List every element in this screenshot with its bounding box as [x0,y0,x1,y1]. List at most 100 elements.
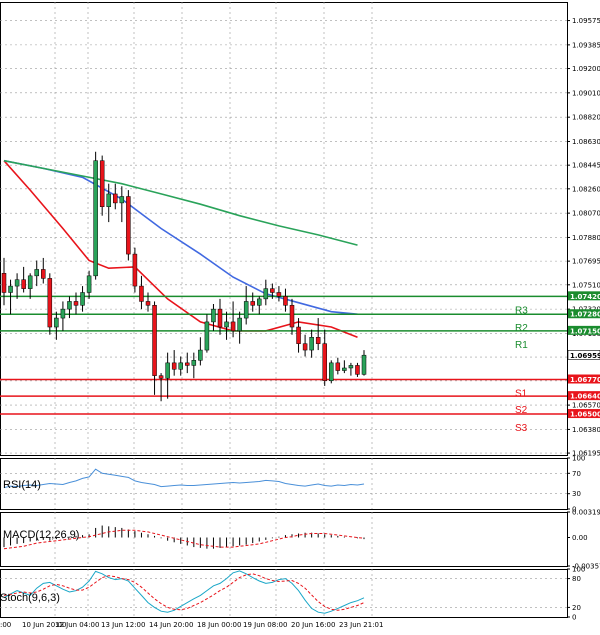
candle-body [86,275,92,293]
candle-body [309,337,314,351]
candle-body [289,305,295,328]
y-tick-label: 0 [572,506,576,514]
y-tick-label: 20 [572,604,581,612]
candle-body [34,269,39,277]
last-price-box [567,350,600,360]
rsi-frame [0,458,568,510]
y-tick-label: 1.09385 [572,41,600,49]
y-tick-label: 1.08260 [572,185,600,193]
y-tick-label: 80 [572,575,581,583]
macd-panel[interactable] [3,525,365,550]
candle-body [145,301,151,306]
ma-line-medium [3,159,358,315]
candle-body [243,301,249,319]
candle-body [322,343,327,382]
x-tick-label: 23 Jun 21:01 [339,621,383,629]
candle-body [8,285,13,293]
y-tick-label: 100 [572,455,585,463]
level-label-s1: S1 [515,389,528,400]
candle-body [237,317,242,332]
candle-body [230,321,236,332]
candle-body [158,375,164,379]
y-tick-label: 1.09200 [572,65,600,73]
candle-body [60,308,66,319]
candle-body [126,196,131,255]
candle-body [99,160,105,207]
candle-body [119,196,125,204]
stoch-frame [0,569,568,618]
macd-frame [0,512,568,567]
candle-body [302,343,308,351]
level-price-label: 1.07150 [570,327,600,335]
rsi-title: RSI(14) [3,479,41,491]
candle-body [283,296,288,306]
candle-body [47,278,53,328]
candle-body [1,273,7,293]
last-price-label: 1.06959 [570,352,600,360]
y-tick-label: 0.003197 [572,509,600,517]
candle-body [204,321,210,351]
y-tick-label: 1.08070 [572,210,600,218]
candle-body [250,301,255,306]
y-tick-label: 1.08820 [572,114,600,122]
candle-body [14,279,20,287]
level-price-box [568,409,600,419]
ma-line-slow [3,159,358,246]
stoch-title: Stoch(9,6,3) [0,592,60,604]
y-tick-label: 1.07695 [572,258,600,266]
candle-body [54,317,59,328]
level-price-label: 1.06640 [570,393,600,401]
y-tick-label: 30 [572,490,581,498]
candle-body [113,193,118,204]
level-price-box [568,291,600,301]
y-tick-label: 1.06380 [572,426,600,434]
level-label-r3: R3 [515,305,528,316]
candle-body [73,301,79,306]
level-price-label: 1.07420 [570,293,600,301]
x-tick-label: 13 Jun 12:00 [101,621,145,629]
price-frame [0,2,568,456]
candle-body [67,301,72,310]
macd-title: MACD(12,26,9) [3,529,79,541]
candle-body [355,365,360,375]
candle-body [80,292,85,306]
x-tick-label: 19 Jun 08:00 [243,621,287,629]
ma-line-fast [3,160,358,339]
level-label-s3: S3 [515,423,528,434]
y-tick-label: 1.07880 [572,234,600,242]
candle-body [185,362,190,366]
candle-body [257,298,262,306]
candle-body [139,285,144,302]
stoch-signal-line [3,573,365,611]
x-tick-label: :00 [0,621,11,629]
x-tick-label: 12 Jun 04:00 [55,621,99,629]
candle-body [191,360,197,366]
candle-body [224,321,229,328]
x-tick-label: 10 Jun 20:00 [22,621,66,629]
y-tick-label: 0 [572,614,576,622]
y-tick-label: 1.08630 [572,138,600,146]
candle-body [106,193,111,207]
candle-body [342,367,347,371]
x-tick-label: 20 Jun 16:00 [291,621,335,629]
candle-body [263,288,269,300]
stoch-panel[interactable] [0,570,567,614]
candle-body [329,362,334,382]
level-price-box [568,391,600,401]
rsi-panel[interactable] [0,468,567,495]
level-price-box [568,374,600,384]
candle-body [21,279,26,289]
candle-body [211,308,216,323]
x-tick-label: 18 Jun 00:00 [197,621,241,629]
level-price-label: 1.06500 [570,411,600,419]
candle-body [165,362,170,379]
price-panel[interactable]: R3 R2 R1 S1 S2 S3 [0,151,567,434]
candle-body [270,288,275,293]
y-tick-label: 1.09575 [572,17,600,25]
candle-body [315,337,321,344]
level-price-label: 1.07280 [570,311,600,319]
candle-body [93,160,98,277]
candle-body [132,253,138,287]
y-tick-label: 0.00 [572,534,588,542]
